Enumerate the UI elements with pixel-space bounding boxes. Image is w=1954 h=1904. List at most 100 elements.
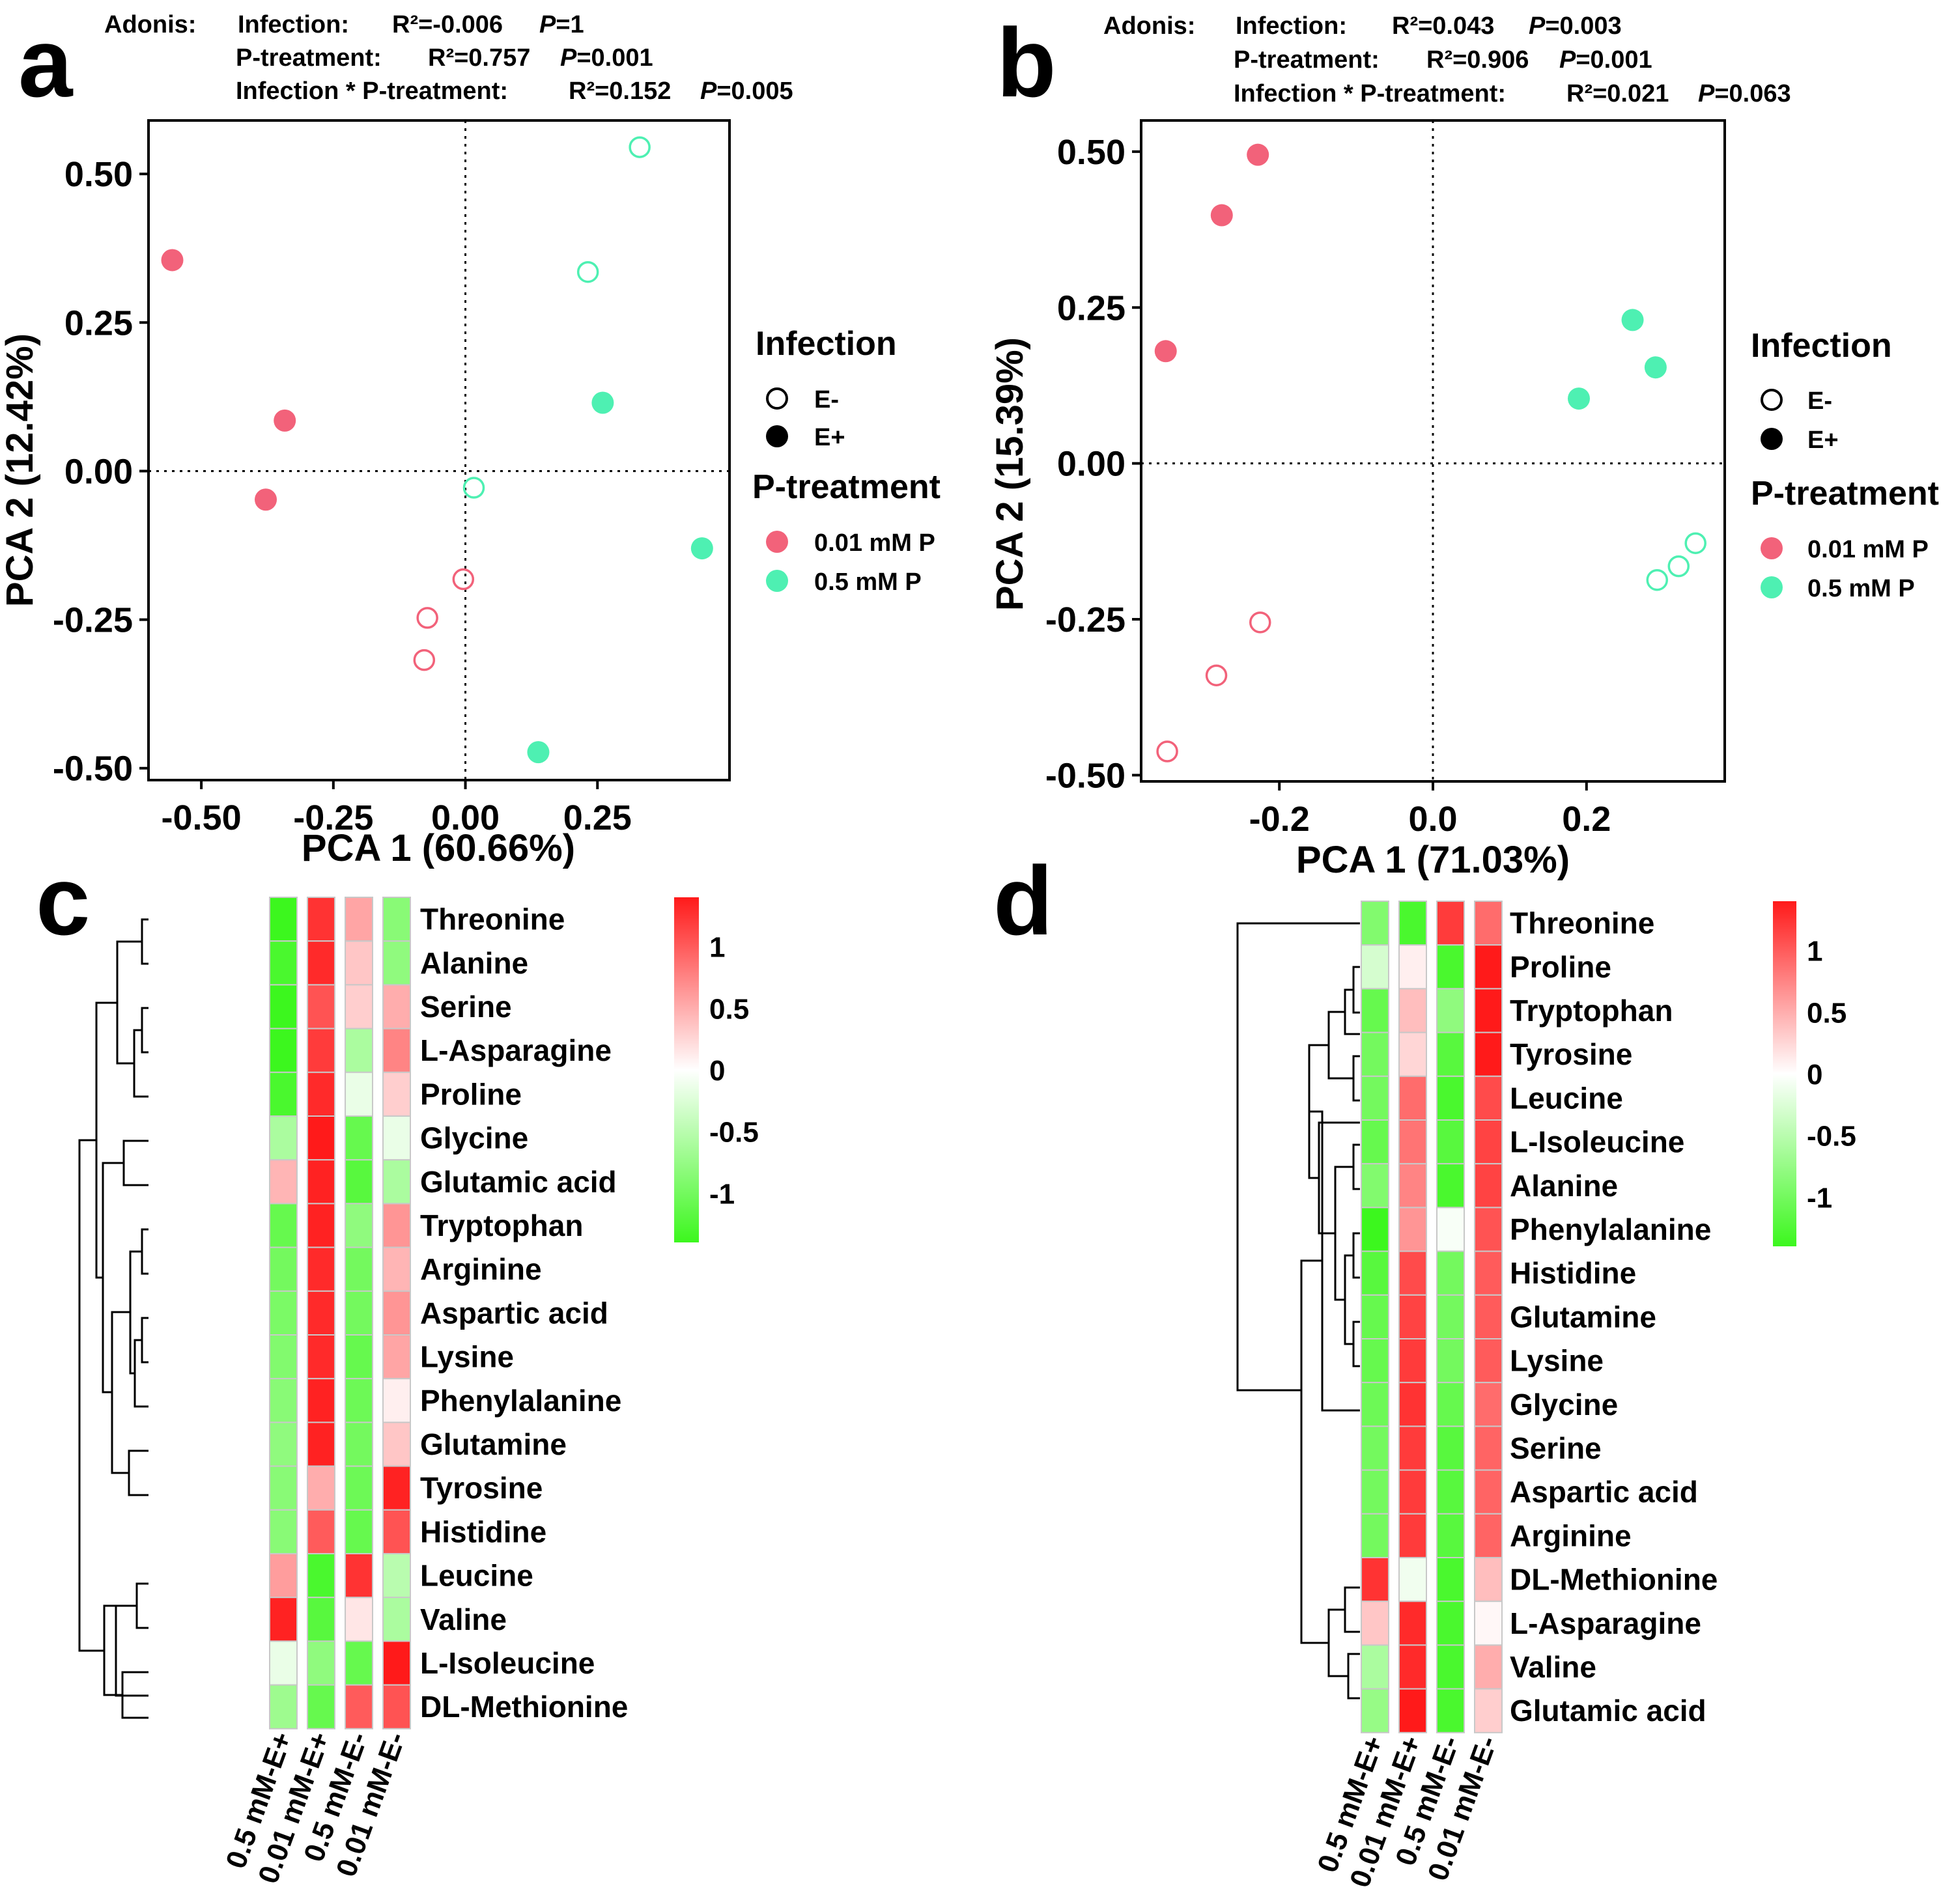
- legend-b-treatment-title: P-treatment: [1751, 475, 1939, 512]
- heatmap-cell-c: [269, 1421, 298, 1467]
- row-label-c: Valine: [420, 1603, 507, 1636]
- heatmap-cell-c: [307, 1115, 335, 1161]
- dendrogram-d-branch: [1344, 1254, 1353, 1345]
- heatmap-cell-d: [1474, 1119, 1503, 1165]
- heatmap-cell-c: [307, 1159, 335, 1205]
- row-label-c: DL-Methionine: [420, 1690, 628, 1724]
- data-point: [1156, 740, 1178, 763]
- heatmap-cell-d: [1474, 1382, 1503, 1427]
- row-label-d: DL-Methionine: [1510, 1563, 1718, 1597]
- xtick-label-a: -0.50: [162, 798, 242, 837]
- row-label-c: Histidine: [420, 1515, 546, 1548]
- heatmap-cell-c: [382, 1071, 411, 1117]
- heatmap-cell-c: [345, 1421, 373, 1467]
- legend-a-high-p-marker: [766, 570, 788, 592]
- dendrogram-c: [78, 918, 149, 1719]
- heatmap-cell-d: [1361, 1338, 1389, 1384]
- legend-b-infection-title: Infection: [1751, 327, 1892, 365]
- row-label-c: Lysine: [420, 1340, 514, 1374]
- adonis-b-row-2-r2: R²=0.021: [1566, 80, 1669, 107]
- legend-b-high-p-marker: [1761, 576, 1783, 598]
- heatmap-c: Threonine Alanine Serine L-Asparagine Prolin…: [219, 897, 759, 1888]
- adonis-a-row-1-p: P: [560, 44, 577, 72]
- row-label-d: Threonine: [1510, 906, 1654, 940]
- heatmap-cell-c: [382, 1597, 411, 1642]
- row-label-d: Serine: [1510, 1431, 1602, 1465]
- heatmap-cell-c: [382, 1203, 411, 1248]
- heatmap-cell-d: [1436, 1425, 1465, 1471]
- legend-a-low-p-marker: [766, 531, 788, 553]
- heatmap-cell-c: [345, 1159, 373, 1205]
- row-label-d: Glycine: [1510, 1388, 1618, 1421]
- data-point: [629, 136, 651, 158]
- data-point: [462, 477, 485, 499]
- dendrogram-c-branch: [115, 1604, 149, 1697]
- data-point: [416, 607, 438, 629]
- legend-b-low-p-marker: [1761, 537, 1783, 559]
- colorbar-c: [674, 897, 699, 1242]
- heatmap-cell-c: [307, 1553, 335, 1599]
- heatmap-cell-c: [269, 897, 298, 942]
- heatmap-cell-c: [345, 1597, 373, 1642]
- xtick-label-b: 0.0: [1408, 800, 1457, 839]
- heatmap-cell-d: [1474, 901, 1503, 946]
- heatmap-cell-d: [1436, 1601, 1465, 1646]
- heatmap-cell-d: [1398, 1513, 1427, 1559]
- adonis-b-row-2-p: P: [1698, 80, 1715, 107]
- heatmap-cell-d: [1361, 1382, 1389, 1427]
- heatmap-cell-d: [1436, 1382, 1465, 1427]
- legend-a-low-p-label: 0.01 mM P: [814, 529, 935, 557]
- row-label-d: Alanine: [1510, 1169, 1618, 1203]
- row-label-c: Phenylalanine: [420, 1384, 621, 1418]
- yaxis-title-a: PCA 2 (12.42%): [0, 333, 41, 607]
- legend-b-eplus-label: E+: [1807, 427, 1839, 454]
- heatmap-cell-c: [307, 1378, 335, 1423]
- heatmap-cell-d: [1361, 1250, 1389, 1296]
- heatmap-cell-c: [307, 1597, 335, 1642]
- adonis-a-row-1-term: P-treatment:: [236, 44, 382, 72]
- heatmap-cell-d: [1436, 1644, 1465, 1690]
- heatmap-cell-d: [1398, 1250, 1427, 1296]
- dendrogram-c-branch: [116, 940, 142, 1065]
- heatmap-cell-d: [1361, 1688, 1389, 1733]
- heatmap-cell-c: [269, 1553, 298, 1599]
- heatmap-cell-d: [1361, 1469, 1389, 1515]
- adonis-b-row-2-stat: P=0.063: [1698, 80, 1791, 107]
- heatmap-cell-d: [1361, 1425, 1389, 1471]
- data-point: [413, 649, 436, 671]
- row-label-c: Alanine: [420, 946, 528, 980]
- heatmap-cell-d: [1361, 988, 1389, 1033]
- data-point: [255, 488, 277, 511]
- adonis-a-row-2-p: P: [700, 77, 717, 105]
- adonis-b-row-1-p: P: [1559, 46, 1576, 74]
- heatmap-cell-c: [307, 984, 335, 1029]
- ytick-label-b: 0.25: [1057, 288, 1126, 328]
- adonis-b-row-0-stat: P=0.003: [1529, 12, 1622, 40]
- heatmap-cell-c: [269, 1378, 298, 1423]
- data-point: [452, 568, 475, 591]
- row-label-d: L-Isoleucine: [1510, 1125, 1684, 1159]
- row-label-c: Aspartic acid: [420, 1296, 608, 1330]
- heatmap-cell-d: [1398, 944, 1427, 990]
- heatmap-cell-c: [269, 1684, 298, 1729]
- dendrogram-d-branch: [1352, 1055, 1360, 1102]
- heatmap-cell-c: [269, 1509, 298, 1555]
- heatmap-cell-d: [1398, 1601, 1427, 1646]
- heatmap-cell-c: [269, 1115, 298, 1161]
- dendrogram-d-branch: [1347, 1653, 1360, 1700]
- heatmap-cell-d: [1436, 1469, 1465, 1515]
- adonis-b-row-0-term: Infection:: [1236, 12, 1347, 40]
- ytick-label-b: 0.50: [1057, 133, 1126, 172]
- legend-a-eminus-marker: [766, 387, 788, 410]
- data-point: [690, 537, 713, 560]
- data-point: [1154, 340, 1177, 363]
- heatmap-cell-d: [1474, 1688, 1503, 1733]
- scatter-plot-a: 0.50 0.25 0.00 -0.25 -0.50 -0.50 -0.25 0.00 0.25: [53, 119, 731, 837]
- heatmap-cell-c: [269, 1640, 298, 1686]
- ytick-label-b: 0.00: [1057, 445, 1126, 484]
- data-point: [274, 409, 296, 432]
- dendrogram-d-branch: [1300, 1259, 1329, 1644]
- heatmap-cell-d: [1398, 1163, 1427, 1209]
- dendrogram-c-branch: [129, 1250, 142, 1375]
- data-point: [1249, 611, 1271, 634]
